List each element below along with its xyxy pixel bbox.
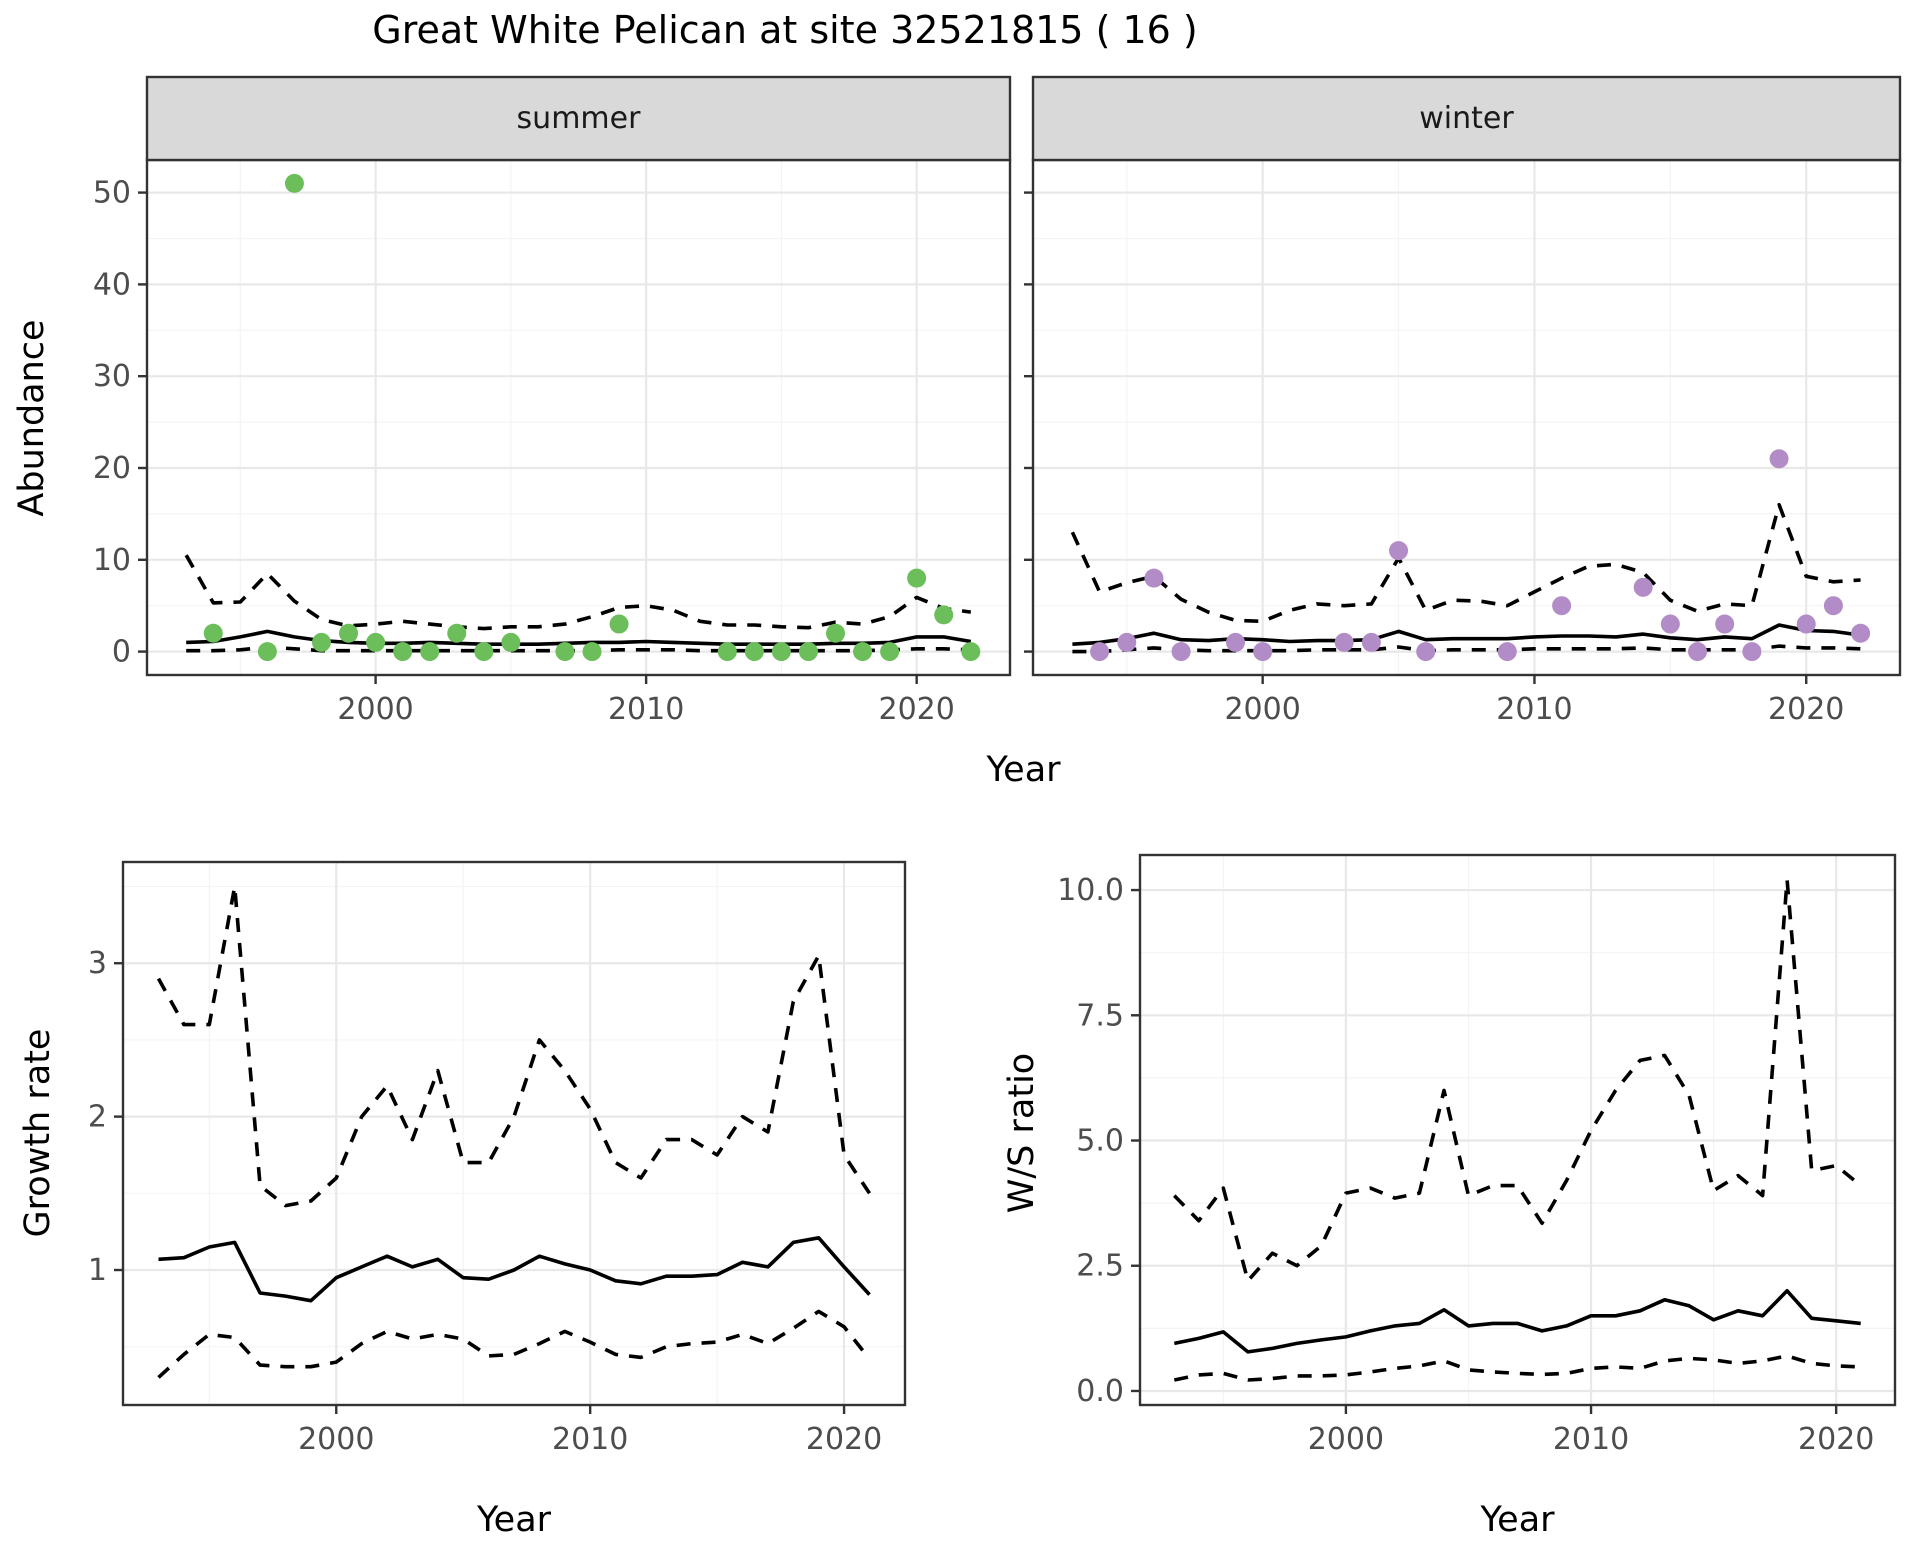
abundance_winter-point <box>1823 596 1843 616</box>
abundance-axis-title: Abundance <box>12 319 52 517</box>
abundance_summer-point <box>609 614 629 634</box>
abundance_winter-point <box>1742 642 1762 662</box>
abundance_summer-x-tick-label: 2020 <box>878 692 954 727</box>
abundance_winter-point <box>1090 642 1110 662</box>
abundance_summer-point <box>555 642 575 662</box>
abundance_summer-point <box>501 632 521 652</box>
top-x-axis-title: Year <box>986 750 1061 790</box>
ws_ratio-lower-ci-line <box>1173 1354 1861 1382</box>
abundance_summer-x-tick-label: 2000 <box>337 692 413 727</box>
abundance_summer-point <box>474 642 494 662</box>
abundance_winter-point <box>1144 568 1164 588</box>
growth_rate-panel: 2000 2010 2020 1 2 3 <box>88 860 907 1457</box>
ws_ratio-x-tick-label: 2010 <box>1553 1422 1629 1457</box>
abundance_summer-y-tick-label: 40 <box>93 267 131 302</box>
abundance_summer-strip <box>145 75 1012 162</box>
abundance_summer-y-tick-label: 50 <box>93 176 131 211</box>
abundance_winter-point <box>1253 642 1273 662</box>
abundance_winter-point <box>1416 642 1436 662</box>
abundance_summer-point <box>339 623 359 643</box>
abundance_winter-point <box>1334 632 1354 652</box>
abundance_winter-point <box>1225 632 1245 652</box>
growth_rate-y-tick-label: 1 <box>88 1253 107 1288</box>
growth-rate-axis-title: Growth rate <box>18 1028 58 1238</box>
abundance_winter-x-tick-label: 2000 <box>1224 692 1300 727</box>
abundance_winter-point <box>1361 632 1381 652</box>
chart-title: Great White Pelican at site 32521815 ( 1… <box>372 8 1198 52</box>
growth_rate-median-line <box>158 1236 871 1303</box>
abundance_summer-upper-ci-line <box>184 554 972 631</box>
abundance_winter-point <box>1171 642 1191 662</box>
abundance_winter-point <box>1769 449 1789 469</box>
ws_ratio-y-tick-label: 7.5 <box>1076 998 1124 1033</box>
abundance_summer-y-tick-label: 0 <box>112 635 131 670</box>
abundance_summer-panel: 2000 2010 2020 0 10 20 30 40 50 <box>93 75 1012 727</box>
abundance_summer-point <box>203 623 223 643</box>
abundance_summer-y-tick-label: 30 <box>93 359 131 394</box>
abundance_summer-point <box>366 632 386 652</box>
abundance_summer-point <box>447 623 467 643</box>
ws_ratio-y-tick-label: 5.0 <box>1076 1124 1124 1159</box>
abundance_summer-point <box>798 642 818 662</box>
abundance_summer-point <box>284 173 304 193</box>
abundance_summer-y-tick-label: 10 <box>93 543 131 578</box>
growth_rate-x-tick-label: 2000 <box>298 1422 374 1457</box>
ws_ratio-x-tick-label: 2020 <box>1798 1422 1874 1457</box>
abundance_summer-point <box>826 623 846 643</box>
growth_rate-upper-ci-line <box>156 884 872 1208</box>
abundance_summer-point <box>582 642 602 662</box>
abundance_summer-point <box>311 632 331 652</box>
abundance_winter-strip <box>1031 75 1902 162</box>
facet-strip-summer: summer <box>516 101 641 136</box>
abundance_winter-point <box>1660 614 1680 634</box>
abundance_winter-point <box>1633 577 1653 597</box>
growth_rate-lower-ci-line <box>157 1309 871 1379</box>
growth_rate-y-tick-label: 2 <box>88 1100 107 1135</box>
abundance_winter-point <box>1796 614 1816 634</box>
abundance_summer-x-tick-label: 2010 <box>608 692 684 727</box>
ws_ratio-median-line <box>1173 1289 1861 1354</box>
ws_ratio-y-tick-label: 2.5 <box>1076 1249 1124 1284</box>
abundance_winter-x-tick-label: 2010 <box>1496 692 1572 727</box>
ws-x-axis-title: Year <box>1480 1500 1555 1540</box>
growth_rate-y-tick-label: 3 <box>88 946 107 981</box>
growth_rate-x-tick-label: 2020 <box>806 1422 882 1457</box>
abundance_summer-point <box>420 642 440 662</box>
abundance_summer-point <box>257 642 277 662</box>
growth-x-axis-title: Year <box>476 1500 552 1540</box>
ws_ratio-y-tick-label: 0.0 <box>1076 1374 1124 1409</box>
abundance_winter-point <box>1715 614 1735 634</box>
abundance_summer-point <box>853 642 873 662</box>
growth_rate-x-tick-label: 2010 <box>552 1422 628 1457</box>
abundance_winter-point <box>1117 632 1137 652</box>
ws_ratio-upper-ci-line <box>1173 878 1862 1283</box>
abundance_winter-point <box>1389 541 1409 561</box>
abundance_summer-y-tick-label: 20 <box>93 451 131 486</box>
ws-ratio-axis-title: W/S ratio <box>1002 1052 1042 1214</box>
abundance_winter-point <box>1497 642 1517 662</box>
abundance_winter-x-tick-label: 2020 <box>1768 692 1844 727</box>
abundance_summer-point <box>961 642 981 662</box>
ws_ratio-y-tick-label: 10.0 <box>1057 873 1124 908</box>
abundance_winter-panel: 2000 2010 2020 <box>1024 75 1902 727</box>
abundance_summer-point <box>717 642 737 662</box>
ws_ratio-x-tick-label: 2000 <box>1308 1422 1384 1457</box>
abundance_summer-point <box>771 642 791 662</box>
facet-strip-winter: winter <box>1419 101 1514 136</box>
abundance_summer-point <box>880 642 900 662</box>
abundance_winter-lower-ci-line <box>1072 644 1861 654</box>
abundance_winter-upper-ci-line <box>1070 502 1861 624</box>
ws_ratio-panel: 2000 2010 2020 0.0 2.5 5.0 7.5 10.0 <box>1057 853 1897 1457</box>
abundance_summer-point <box>934 605 954 625</box>
abundance_winter-point <box>1851 623 1871 643</box>
abundance_summer-point <box>393 642 413 662</box>
abundance_winter-point <box>1688 642 1708 662</box>
abundance_winter-median-line <box>1072 623 1861 646</box>
abundance_winter-point <box>1552 596 1572 616</box>
abundance_summer-point <box>907 568 927 588</box>
abundance_summer-point <box>744 642 764 662</box>
